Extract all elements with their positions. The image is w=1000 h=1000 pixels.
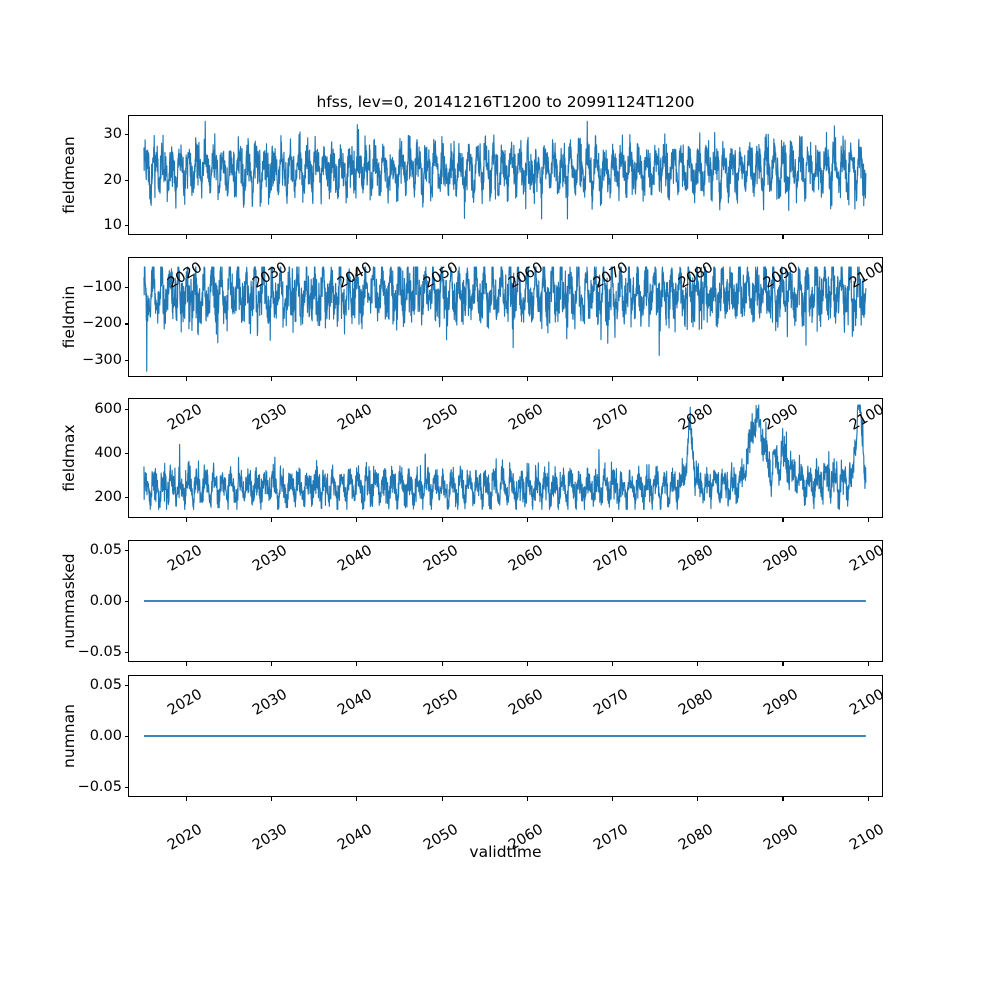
plot-panel-fieldmin [128,257,883,377]
y-tick-label: 10 [103,217,122,233]
x-tick-mark [867,518,869,522]
x-tick-mark [356,797,358,801]
x-tick-mark [271,235,273,239]
x-tick-mark [441,797,443,801]
x-tick-mark [526,377,528,381]
x-tick-mark [697,518,699,522]
y-tick-label: −300 [82,352,122,369]
plot-panel-fieldmax [128,398,883,518]
y-tick-label: −0.05 [77,643,122,660]
y-tick-label: 30 [103,126,122,143]
plot-area-numnan [129,676,882,796]
x-tick-mark [867,662,869,666]
x-tick-mark [612,797,614,801]
figure-title: hfss, lev=0, 20141216T1200 to 20991124T1… [316,93,695,111]
y-tick-label: 0.05 [89,677,122,694]
x-tick-mark [356,518,358,522]
y-tick-label: 600 [94,401,122,417]
plot-area-fieldmean [129,116,882,234]
data-line-fieldmin [144,267,866,371]
x-tick-mark [526,235,528,239]
x-tick-mark [441,377,443,381]
x-tick-mark [782,377,784,381]
plot-area-fieldmax [129,399,882,517]
x-tick-mark [782,518,784,522]
y-tick-label: 20 [103,171,122,188]
x-tick-mark [782,662,784,666]
y-axis-label-text: fieldmax [60,424,78,492]
y-axis-label-text: fieldmean [60,136,78,214]
y-tick-label: −100 [82,278,122,295]
y-tick-label: 0.00 [89,728,122,744]
x-tick-mark [271,662,273,666]
x-tick-mark [612,377,614,381]
y-axis-label-text: numnan [60,704,78,768]
x-tick-mark [271,518,273,522]
x-tick-mark [697,662,699,666]
x-tick-mark [867,235,869,239]
y-tick-label: −200 [82,315,122,332]
plot-panel-fieldmean [128,115,883,235]
x-tick-mark [185,377,188,381]
y-tick-label: 400 [94,445,122,462]
plot-area-nummasked [129,541,882,661]
x-tick-mark [697,377,699,381]
x-tick-mark [526,797,528,801]
x-tick-mark [441,662,443,666]
plot-panel-nummasked [128,540,883,662]
y-axis-label-text: fieldmin [60,285,78,349]
x-tick-mark [271,797,273,801]
x-tick-mark [526,662,528,666]
x-tick-mark [782,235,784,239]
x-tick-mark [867,797,869,801]
x-tick-mark [697,235,699,239]
y-tick-label: 0.05 [89,542,122,559]
x-tick-mark [612,662,614,666]
x-tick-mark [526,518,528,522]
x-tick-mark [441,518,443,522]
y-axis-label-text: nummasked [60,553,78,649]
x-tick-mark [612,518,614,522]
plot-panel-numnan [128,675,883,797]
x-axis-label: validtime [469,843,542,861]
x-tick-mark [356,235,358,239]
y-tick-label: 200 [94,489,122,506]
x-tick-mark [697,797,699,801]
x-tick-mark [612,235,614,239]
x-tick-mark [356,662,358,666]
x-tick-mark [185,235,188,239]
y-tick-label: −0.05 [77,778,122,795]
x-tick-mark [356,377,358,381]
x-tick-mark [185,518,188,522]
x-tick-mark [867,377,869,381]
data-line-fieldmax [144,405,866,509]
x-tick-mark [782,797,784,801]
x-tick-mark [185,662,188,666]
data-line-fieldmean [144,121,866,219]
x-tick-mark [185,797,188,801]
y-tick-label: 0.00 [89,593,122,609]
plot-area-fieldmin [129,258,882,376]
x-tick-mark [441,235,443,239]
x-tick-mark [271,377,273,381]
